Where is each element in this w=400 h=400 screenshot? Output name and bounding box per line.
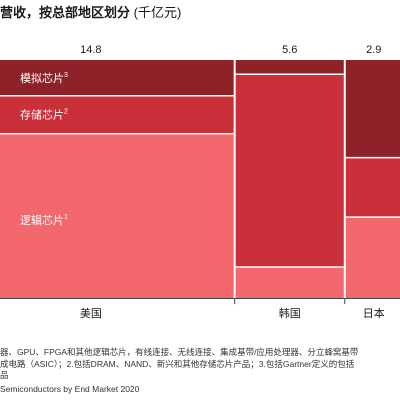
bar-segment-1 bbox=[0, 60, 234, 96]
bar-segment-2 bbox=[0, 95, 234, 134]
bar-segment-2 bbox=[235, 74, 344, 268]
category-label: 韩国 bbox=[279, 306, 301, 320]
bar-segment-3 bbox=[0, 133, 234, 298]
chart-title: 营收，按总部地区划分 (千亿元) bbox=[0, 5, 182, 20]
footnotes: 器、GPU、FPGA和其他逻辑芯片，有线连接、无线连接、集成基带/应用处理器、分… bbox=[0, 347, 358, 382]
category-label: 日本 bbox=[363, 306, 385, 320]
footnote-line: 器、GPU、FPGA和其他逻辑芯片，有线连接、无线连接、集成基带/应用处理器、分… bbox=[0, 347, 359, 357]
total-label: 5.6 bbox=[282, 44, 297, 56]
bar-segment-1 bbox=[345, 60, 400, 158]
source-note: Semiconductors by End Market 2020 bbox=[0, 384, 140, 394]
total-label: 14.8 bbox=[80, 44, 101, 56]
series-label: 模拟芯片3 bbox=[20, 71, 68, 85]
bar-segment-3 bbox=[345, 217, 400, 298]
bar-segment-1 bbox=[235, 60, 344, 75]
series-label: 存储芯片2 bbox=[20, 108, 68, 122]
category-label: 美国 bbox=[80, 307, 102, 320]
bar-segment-3 bbox=[235, 267, 344, 298]
total-label: 2.9 bbox=[366, 44, 381, 56]
footnote-line: 成电路（ASIC）；2.包括DRAM、NAND、新兴和其他存储芯片产品；3.包括… bbox=[0, 358, 355, 369]
series-label: 逻辑芯片1 bbox=[20, 213, 68, 227]
bar-segment-2 bbox=[345, 157, 400, 218]
footnote-line: 品 bbox=[0, 370, 9, 380]
